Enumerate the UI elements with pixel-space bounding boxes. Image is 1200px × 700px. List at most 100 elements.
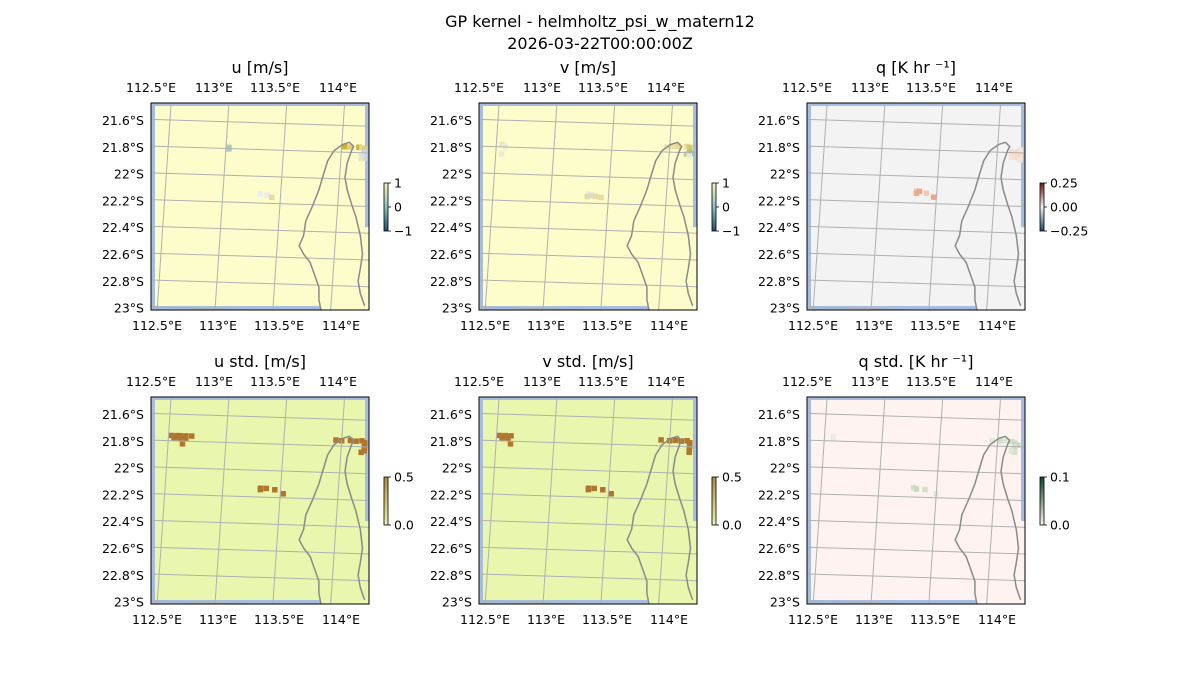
data-cell <box>600 487 606 493</box>
map-panel-6: q std. [K hr ⁻¹] 112.5°E 112.5°E 113°E 113°E… <box>758 352 1070 627</box>
ocean-right <box>693 397 697 522</box>
ocean-top <box>807 397 1025 400</box>
x-tick-label-bottom: 112.5°E <box>788 612 838 627</box>
x-tick-label-top: 114°E <box>319 80 357 95</box>
x-tick-label-bottom: 113°E <box>199 318 237 333</box>
axes-frame <box>478 396 698 605</box>
parallel-line <box>807 279 1025 288</box>
map-content <box>807 397 1025 604</box>
x-tick-label-bottom: 112.5°E <box>132 318 182 333</box>
data-cell <box>658 437 664 443</box>
parallel-line <box>151 279 369 288</box>
y-tick-label: 22.4°S <box>430 514 472 529</box>
data-cell <box>347 144 354 150</box>
data-cell <box>684 438 690 444</box>
meridian-line <box>812 103 828 310</box>
y-tick-label: 22.8°S <box>102 568 144 583</box>
x-tick-label-top: 112.5°E <box>782 374 832 389</box>
panel-title: u [m/s] <box>231 58 288 77</box>
y-tick-label: 22.6°S <box>102 541 144 556</box>
x-tick-label-bottom: 113°E <box>199 612 237 627</box>
colorbar-bar <box>1039 476 1045 526</box>
ocean-left <box>479 103 483 310</box>
x-tick-label-top: 113°E <box>523 374 561 389</box>
y-tick-label: 22.4°S <box>430 220 472 235</box>
data-cell <box>683 151 690 157</box>
data-cell <box>989 437 995 444</box>
ocean-bottom <box>479 306 650 310</box>
y-tick-label: 22.6°S <box>758 247 800 262</box>
data-cell <box>913 190 920 196</box>
y-tick-label: 22.2°S <box>102 193 144 208</box>
parallel-line <box>479 252 697 261</box>
data-cell <box>1017 147 1024 153</box>
ocean-left <box>807 103 811 310</box>
x-tick-label-bottom: 113.5°E <box>910 612 960 627</box>
y-tick-label: 22.4°S <box>102 514 144 529</box>
x-tick-label-bottom: 113.5°E <box>910 318 960 333</box>
coastline <box>954 141 1022 310</box>
ocean-bottom <box>807 306 978 310</box>
data-cell <box>361 151 368 157</box>
map-panel-1: u [m/s]112.5°E112.5°E113°E113°E113.5°E11… <box>102 58 412 333</box>
y-tick-label: 23°S <box>442 301 472 316</box>
data-cell <box>182 435 189 442</box>
colorbar-tick-label: 0.0 <box>722 518 742 533</box>
colorbar-bar <box>383 182 389 232</box>
parallel-line <box>807 493 1025 501</box>
data-cell <box>684 143 690 150</box>
data-cell <box>508 433 514 439</box>
colorbar-tick-label: 0 <box>722 200 730 215</box>
x-tick-label-top: 114°E <box>647 374 685 389</box>
colorbar-tick-label: −1 <box>394 224 412 239</box>
parallel-line <box>807 172 1025 181</box>
parallel-line <box>479 439 697 448</box>
map-panel-2: v [m/s]112.5°E112.5°E113°E113°E113.5°E11… <box>430 58 740 333</box>
parallel-line <box>151 600 273 604</box>
colorbar-tick-label: 0 <box>394 200 402 215</box>
parallel-line <box>479 306 601 310</box>
field-background <box>479 103 697 310</box>
y-tick-label: 22°S <box>114 167 144 182</box>
colorbar: 0.25 0.00 −0.25 <box>1039 176 1088 239</box>
y-tick-label: 22.2°S <box>430 193 472 208</box>
x-tick-label-top: 112.5°E <box>454 374 504 389</box>
data-cell <box>672 437 679 444</box>
x-tick-label-top: 113°E <box>523 80 561 95</box>
meridian-line <box>928 103 944 310</box>
x-tick-label-bottom: 113.5°E <box>582 612 632 627</box>
y-tick-label: 22.6°S <box>430 541 472 556</box>
data-cell <box>923 190 930 196</box>
colorbar-bar <box>711 476 717 526</box>
parallel-line <box>807 600 929 604</box>
data-cell <box>997 438 1004 444</box>
parallel-line <box>807 145 1025 154</box>
parallel-line <box>151 252 369 261</box>
parallel-line <box>479 600 601 604</box>
y-tick-label: 22°S <box>442 167 472 182</box>
x-tick-label-top: 112.5°E <box>126 80 176 95</box>
y-tick-label: 21.8°S <box>758 140 800 155</box>
colorbar: 0.5 0.0 <box>711 470 742 533</box>
x-tick-label-bottom: 112.5°E <box>132 612 182 627</box>
x-tick-label-top: 114°E <box>975 374 1013 389</box>
y-tick-label: 22.2°S <box>758 193 800 208</box>
map-panel-4: u std. [m/s] 112.5°E 112.5°E 113°E 113°E 113.… <box>102 352 414 627</box>
ocean-left <box>807 397 811 604</box>
meridian-line <box>214 103 230 310</box>
data-cell <box>1008 154 1015 161</box>
y-tick-label: 22.6°S <box>758 541 800 556</box>
data-cell <box>257 190 264 197</box>
parallel-line <box>479 145 697 154</box>
parallel-line <box>479 412 697 421</box>
data-cell <box>168 432 175 439</box>
data-cell <box>830 435 836 442</box>
axes-frame <box>150 102 370 311</box>
x-tick-label-top: 113.5°E <box>250 374 300 389</box>
y-tick-label: 21.6°S <box>102 407 144 422</box>
meridian-line <box>156 103 172 310</box>
map-panel-3: q [K hr ⁻¹] 112.5°E 112.5°E 113°E 113°E 113.5… <box>758 58 1088 333</box>
x-tick-label-bottom: 113°E <box>855 612 893 627</box>
data-cell <box>502 432 509 439</box>
